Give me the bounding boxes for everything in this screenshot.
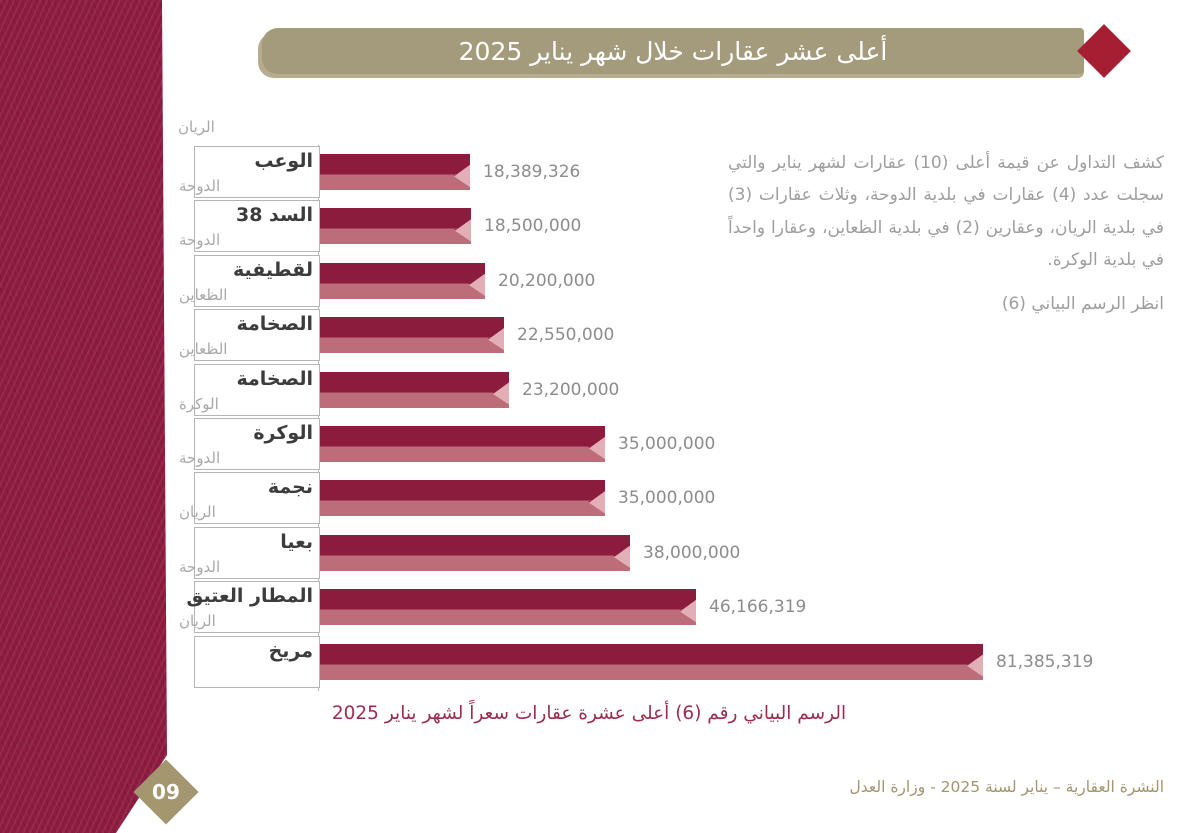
bar bbox=[320, 371, 509, 408]
bar-value: 18,500,000 bbox=[484, 216, 582, 237]
bar bbox=[320, 643, 983, 680]
bar-value: 81,385,319 bbox=[996, 651, 1094, 672]
page-number: 09 bbox=[152, 780, 180, 804]
see-chart-note: انظر الرسم البياني (6) bbox=[1001, 294, 1164, 315]
property-label-box: لقطيفية الظعاين bbox=[179, 254, 320, 307]
bar bbox=[320, 208, 471, 245]
bar-track: 38,000,000 bbox=[320, 534, 1124, 571]
chart-row: لقطيفية الظعاين 20,200,000 bbox=[179, 254, 1124, 308]
chart-row: مريخ 81,385,319 bbox=[194, 635, 1124, 689]
bar-track: 35,000,000 bbox=[320, 480, 1124, 517]
bar-value: 35,000,000 bbox=[618, 433, 716, 454]
bar-value: 35,000,000 bbox=[618, 488, 716, 509]
property-label-box: مريخ bbox=[194, 635, 320, 688]
chart-row: نجمة الريان 35,000,000 bbox=[179, 471, 1124, 525]
property-label-box: الوكرة الدوحة bbox=[179, 417, 320, 470]
bar bbox=[320, 317, 504, 354]
property-name: نجمة bbox=[267, 476, 313, 499]
bar-track: 22,550,000 bbox=[320, 317, 1124, 354]
bar-track: 81,385,319 bbox=[320, 643, 1124, 680]
footer-text: النشرة العقارية – يناير لسنة 2025 - وزار… bbox=[849, 778, 1164, 796]
property-name: لقطيفية bbox=[232, 258, 313, 281]
bar-track: 23,200,000 bbox=[320, 371, 1124, 408]
municipality-label: الدوحة bbox=[179, 557, 221, 576]
bar-value: 18,389,326 bbox=[483, 162, 581, 182]
bar-value: 22,550,000 bbox=[517, 325, 615, 346]
bar-value: 23,200,000 bbox=[522, 379, 620, 400]
property-label-box: الوعب الدوحة bbox=[179, 146, 320, 198]
chart-row: الصخامة الظعاين 22,550,000 bbox=[179, 308, 1124, 362]
municipality-label: الظعاين bbox=[179, 340, 228, 359]
bar-value: 46,166,319 bbox=[709, 597, 807, 618]
municipality-label: الدوحة bbox=[179, 231, 221, 250]
chart-row: بعيا الدوحة 38,000,000 bbox=[179, 526, 1124, 580]
municipality-label: الريان bbox=[179, 612, 216, 631]
property-name: مريخ bbox=[268, 639, 313, 662]
bar-value: 20,200,000 bbox=[498, 270, 596, 291]
top-properties-chart: الريان الوعب الدوحة 18,389,326 السد 38 ا… bbox=[178, 118, 1124, 691]
chart-rows: الوعب الدوحة 18,389,326 السد 38 الدوحة 1… bbox=[179, 145, 1124, 689]
intro-paragraph: كشف التداول عن قيمة أعلى (10) عقارات لشه… bbox=[728, 147, 1164, 320]
orphan-municipality-label: الريان bbox=[178, 118, 215, 136]
property-name: السد 38 bbox=[235, 204, 313, 227]
municipality-label: الظعاين bbox=[179, 285, 228, 304]
bar bbox=[320, 154, 470, 190]
property-name: الصخامة bbox=[236, 367, 313, 390]
property-name: الوعب bbox=[254, 150, 313, 172]
municipality-label: الدوحة bbox=[179, 448, 221, 467]
bar-track: 35,000,000 bbox=[320, 425, 1124, 462]
bar-track: 18,389,326 bbox=[320, 154, 1124, 190]
bar bbox=[320, 262, 485, 299]
bar bbox=[320, 589, 696, 626]
chart-row: الوعب الدوحة 18,389,326 bbox=[179, 145, 1124, 199]
chart-row: الوكرة الدوحة 35,000,000 bbox=[179, 417, 1124, 471]
page-title: أعلى عشر عقارات خلال شهر يناير 2025 bbox=[458, 36, 888, 66]
orphan-municipality-row: الريان bbox=[178, 118, 1124, 145]
municipality-label: الوكرة bbox=[179, 394, 219, 413]
banner-diamond-icon bbox=[1077, 24, 1131, 78]
property-label-box: المطار العتيق الريان bbox=[179, 581, 320, 634]
property-label-box: الصخامة الوكرة bbox=[179, 363, 320, 416]
bar bbox=[320, 534, 630, 571]
bar-track: 46,166,319 bbox=[320, 589, 1124, 626]
chart-caption: الرسم البياني رقم (6) أعلى عشرة عقارات س… bbox=[331, 703, 847, 724]
left-maroon-band bbox=[0, 0, 167, 833]
bar-track: 20,200,000 bbox=[320, 262, 1124, 299]
bar-track: 18,500,000 bbox=[320, 208, 1124, 245]
bar-value: 38,000,000 bbox=[643, 542, 741, 563]
property-name: الوكرة bbox=[253, 421, 313, 444]
property-label-box: نجمة الريان bbox=[179, 472, 320, 525]
property-name: بعيا bbox=[280, 530, 313, 553]
property-label-box: بعيا الدوحة bbox=[179, 526, 320, 579]
chart-row: الصخامة الوكرة 23,200,000 bbox=[179, 363, 1124, 417]
property-name: الصخامة bbox=[236, 313, 313, 336]
property-label-box: الصخامة الظعاين bbox=[179, 309, 320, 362]
municipality-label: الريان bbox=[179, 503, 216, 522]
municipality-label: الدوحة bbox=[179, 177, 221, 195]
property-name: المطار العتيق bbox=[186, 585, 313, 608]
intro-body: كشف التداول عن قيمة أعلى (10) عقارات لشه… bbox=[728, 153, 1164, 270]
header-banner: أعلى عشر عقارات خلال شهر يناير 2025 bbox=[262, 28, 1084, 74]
property-label-box: السد 38 الدوحة bbox=[179, 200, 320, 253]
chart-row: السد 38 الدوحة 18,500,000 bbox=[179, 199, 1124, 253]
bar bbox=[320, 480, 605, 517]
chart-row: المطار العتيق الريان 46,166,319 bbox=[179, 580, 1124, 634]
bar bbox=[320, 425, 605, 462]
